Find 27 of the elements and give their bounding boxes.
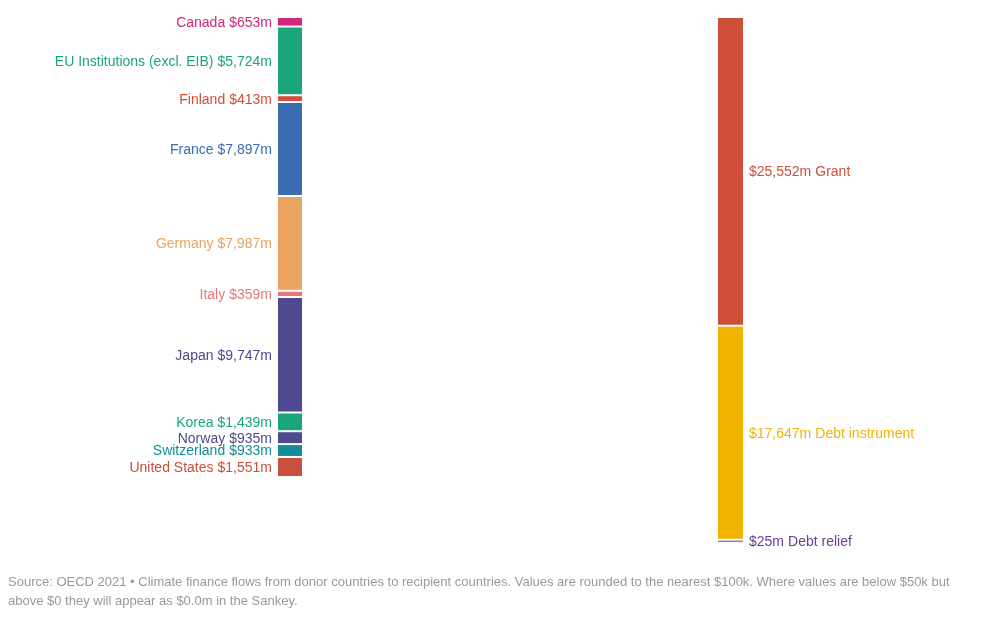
category-label: Debt instrument <box>815 424 915 441</box>
data-label: $25m <box>749 532 785 549</box>
data-label: $935m <box>229 429 272 446</box>
category-label: Italy <box>199 285 226 302</box>
data-label: $7,987m <box>217 235 272 252</box>
category-label: Japan <box>175 346 214 363</box>
data-label: $7,897m <box>217 140 272 157</box>
category-label: EU Institutions (excl. EIB) <box>54 52 214 69</box>
data-label: $1,439m <box>217 413 272 430</box>
data-label: $9,747m <box>217 346 272 363</box>
category-label: United States <box>129 458 214 475</box>
data-label: $653m <box>229 13 272 30</box>
data-label: $17,647m <box>749 424 812 441</box>
data-label: $25,552m <box>749 163 812 180</box>
category-label: Germany <box>155 235 214 252</box>
category-label: Debt relief <box>788 532 852 549</box>
data-label: $1,551m <box>217 458 272 475</box>
category-label: France <box>169 140 214 157</box>
data-label: $413m <box>229 90 272 107</box>
data-label: $5,724m <box>217 52 272 69</box>
source-note: Source: OECD 2021 • Climate finance flows from donor countries to recipient countries. Values are rounded to the nearest $100k. Where values are below $50k but above $0 they will appear as $0.0m in the Sankey. <box>8 573 951 610</box>
category-label: Norway <box>177 429 226 446</box>
data-label: $359m <box>229 285 272 302</box>
category-label: Canada <box>176 13 226 30</box>
category-label: Grant <box>815 163 851 180</box>
category-label: Finland <box>179 90 226 107</box>
category-label: Korea <box>176 413 214 430</box>
